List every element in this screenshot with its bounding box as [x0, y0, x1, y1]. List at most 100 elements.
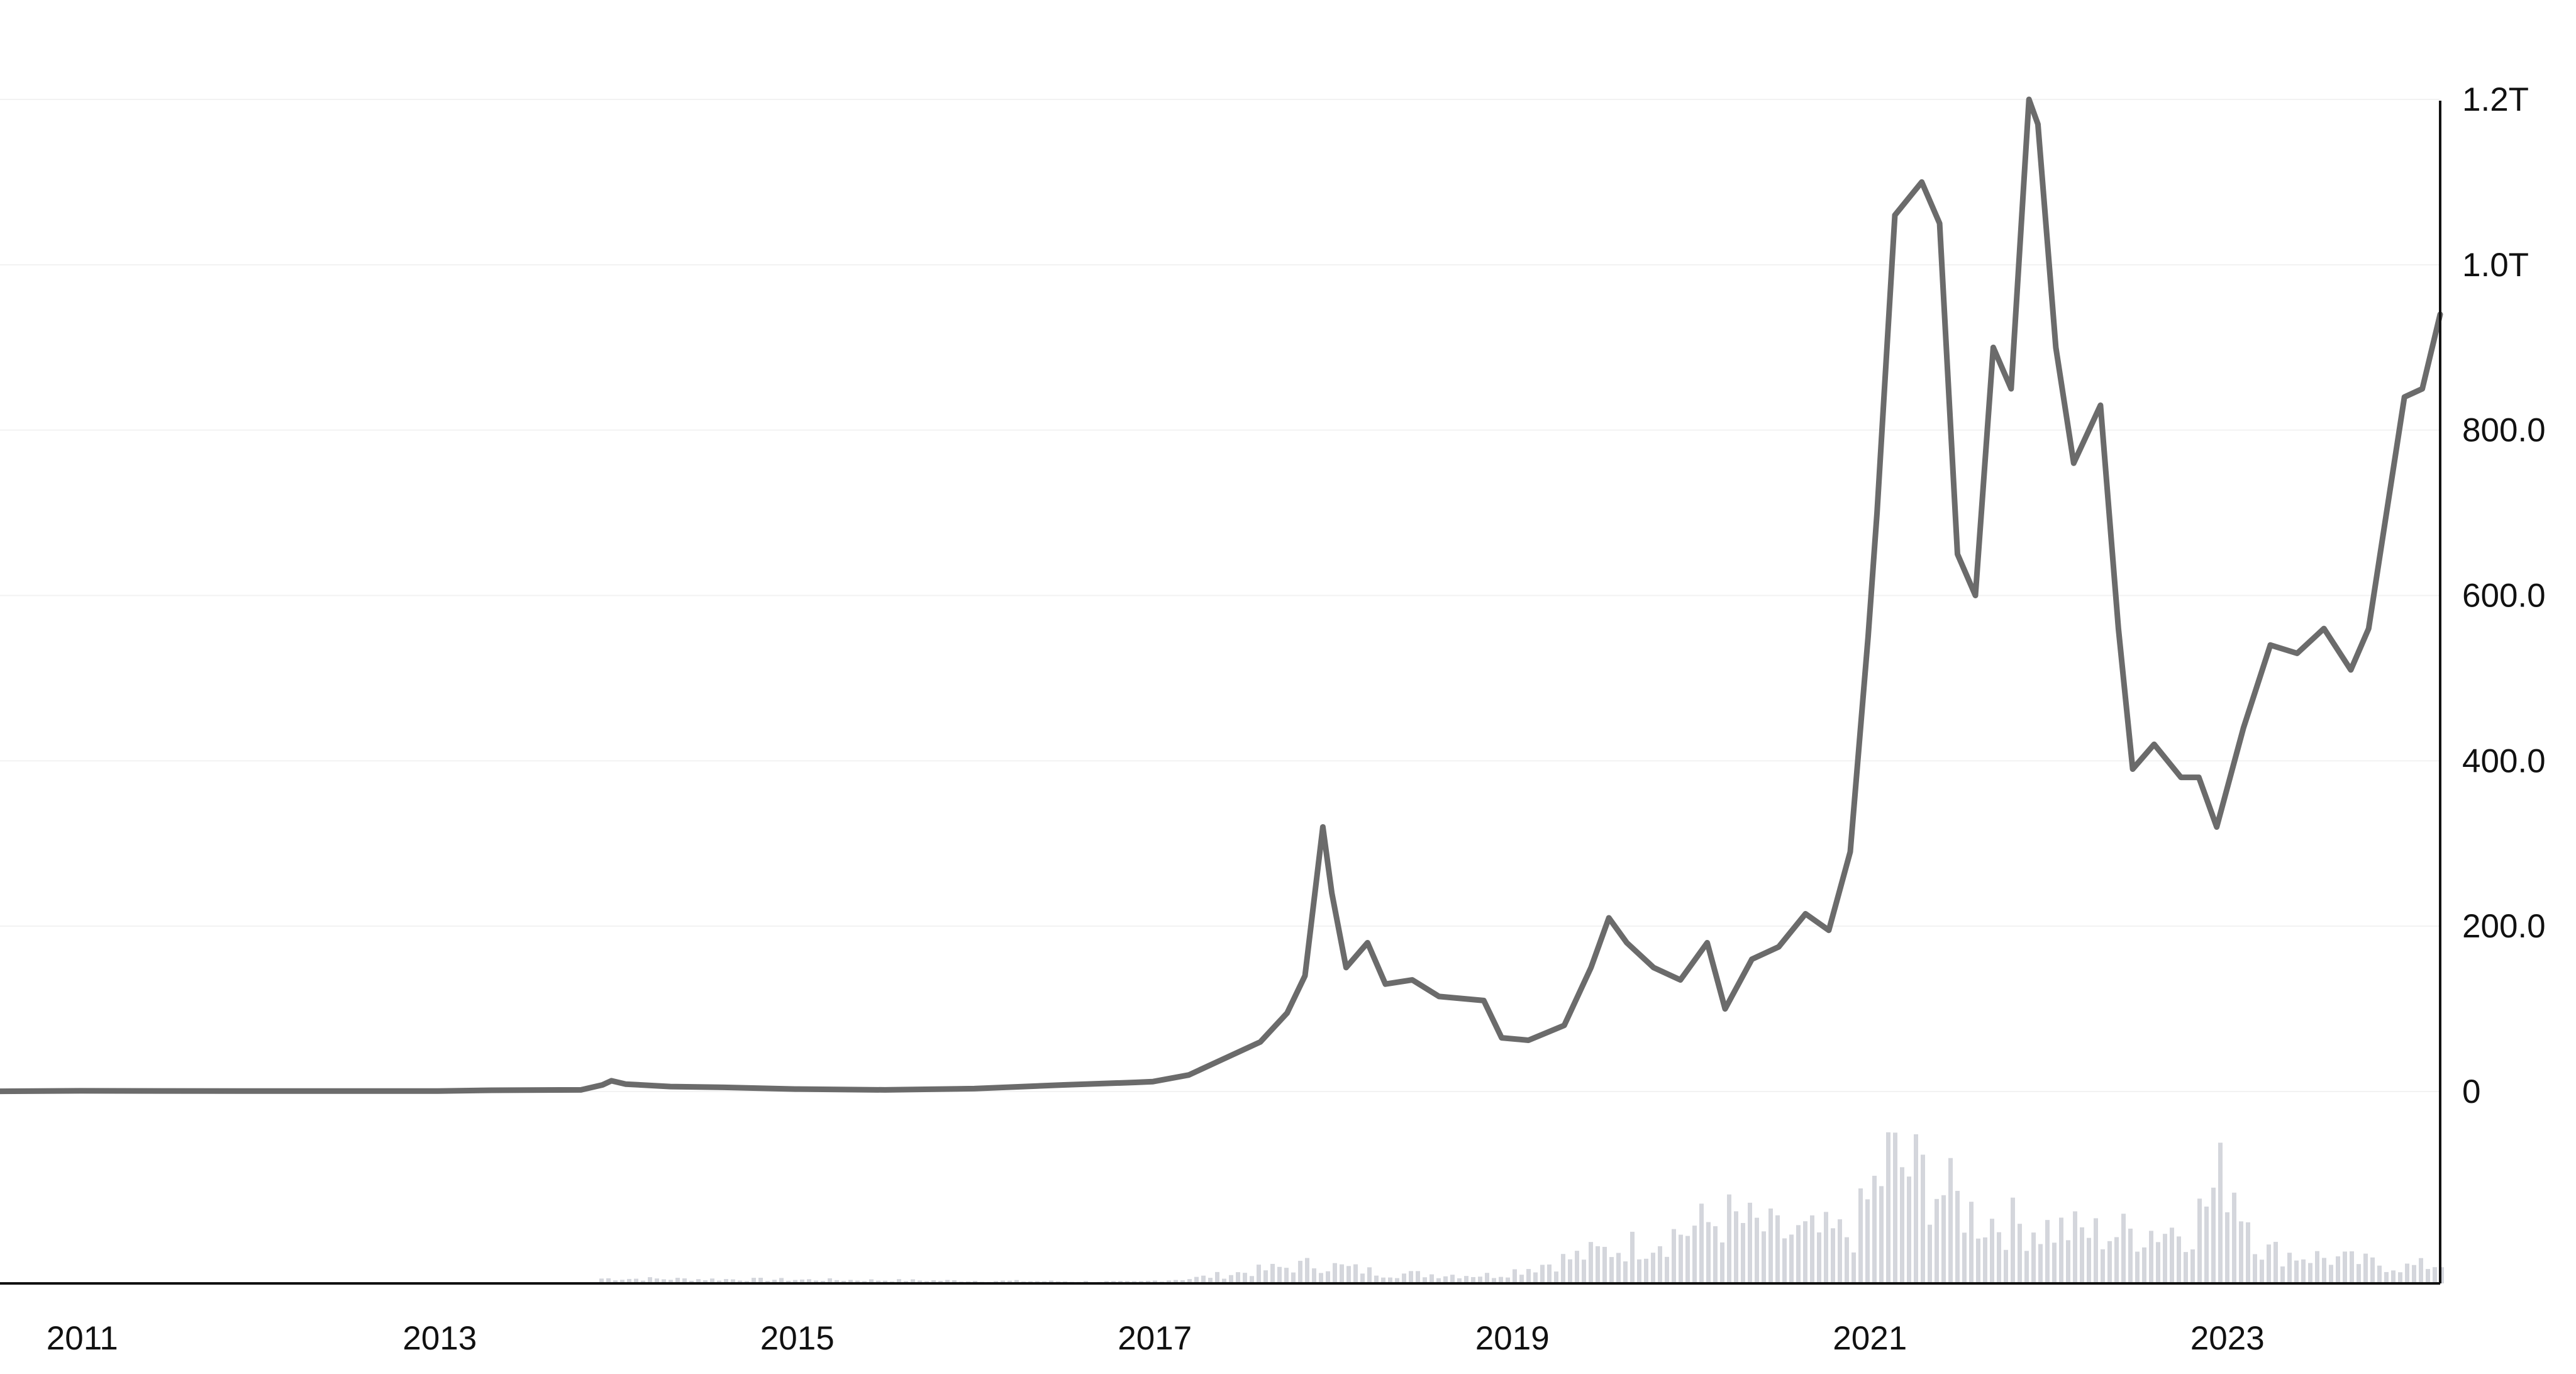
volume-bar — [655, 1278, 659, 1283]
volume-bar — [2052, 1243, 2057, 1283]
volume-bar — [1637, 1259, 1641, 1283]
volume-bar — [1713, 1226, 1718, 1283]
volume-bar — [2253, 1254, 2257, 1283]
volume-bar — [1609, 1257, 1614, 1283]
volume-bar — [841, 1280, 846, 1283]
volume-bar — [897, 1279, 901, 1283]
volume-bar — [1519, 1275, 1524, 1283]
volume-bar — [620, 1280, 625, 1283]
volume-bar — [855, 1280, 860, 1283]
volume-bars — [599, 1132, 2444, 1283]
volume-bar — [717, 1280, 721, 1283]
y-tick-label: 400.0 — [2462, 742, 2546, 779]
volume-bar — [1416, 1271, 1420, 1283]
volume-bar — [1796, 1225, 1801, 1283]
volume-bar — [1810, 1215, 1814, 1283]
volume-bar — [689, 1280, 694, 1283]
volume-bar — [1644, 1258, 1648, 1283]
volume-bar — [1865, 1199, 1870, 1283]
volume-bar — [1492, 1278, 1496, 1283]
volume-bar — [2018, 1224, 2022, 1283]
volume-bar — [1014, 1280, 1019, 1283]
volume-bar — [1720, 1242, 1724, 1283]
volume-bar — [1409, 1271, 1413, 1283]
volume-bar — [1852, 1252, 1856, 1283]
volume-bar — [918, 1280, 922, 1283]
volume-bar — [1948, 1158, 1953, 1283]
volume-bar — [2363, 1253, 2368, 1283]
volume-bar — [1914, 1134, 1918, 1283]
volume-bar — [2357, 1264, 2361, 1283]
volume-bar — [1436, 1278, 1441, 1283]
volume-bar — [1962, 1232, 1967, 1283]
volume-bar — [1831, 1228, 1835, 1283]
volume-bar — [2163, 1234, 2167, 1283]
volume-bar — [1547, 1264, 1552, 1283]
volume-bar — [1817, 1232, 1821, 1283]
volume-bar — [1353, 1264, 1358, 1283]
volume-bar — [2080, 1227, 2084, 1283]
volume-bar — [2260, 1260, 2264, 1283]
volume-bar — [2094, 1218, 2098, 1283]
volume-bar — [648, 1277, 652, 1283]
y-axis-tick-labels: 0 200.0 400.0 600.0 800.0 1.0T 1.2T — [2462, 81, 2546, 1110]
volume-bar — [2184, 1252, 2188, 1283]
volume-bar — [2156, 1242, 2160, 1283]
volume-bar — [2177, 1236, 2181, 1283]
volume-bar — [1284, 1268, 1289, 1283]
volume-bar — [1789, 1234, 1794, 1283]
volume-bar — [1222, 1278, 1226, 1283]
volume-bar — [1457, 1278, 1462, 1283]
volume-bar — [1582, 1260, 1586, 1283]
volume-bar — [696, 1279, 701, 1283]
volume-bar — [2398, 1272, 2402, 1283]
volume-bar — [1243, 1273, 1247, 1283]
volume-bar — [1672, 1229, 1676, 1283]
volume-bar — [1526, 1269, 1531, 1283]
volume-bar — [1049, 1280, 1053, 1283]
volume-bar — [752, 1278, 756, 1283]
volume-bar — [793, 1280, 797, 1283]
volume-bar — [1879, 1186, 1884, 1283]
volume-bar — [2350, 1251, 2354, 1283]
volume-bar — [1976, 1238, 1980, 1283]
volume-bar — [2419, 1258, 2423, 1283]
volume-bar — [1886, 1132, 1890, 1283]
volume-bar — [2426, 1269, 2430, 1283]
volume-bar — [2322, 1258, 2326, 1283]
volume-bar — [2149, 1231, 2153, 1283]
x-tick-label: 2011 — [47, 1320, 118, 1357]
volume-bar — [869, 1279, 874, 1283]
volume-bar — [1762, 1231, 1766, 1283]
volume-bar — [1263, 1270, 1268, 1283]
volume-bar — [1430, 1274, 1434, 1283]
volume-bar — [2190, 1249, 2195, 1283]
volume-bar — [2273, 1241, 2278, 1283]
volume-bar — [2377, 1265, 2382, 1283]
y-tick-label: 200.0 — [2462, 908, 2546, 945]
volume-bar — [1291, 1272, 1296, 1283]
volume-bar — [1506, 1277, 1510, 1283]
volume-bar — [1194, 1276, 1199, 1283]
volume-bar — [814, 1280, 818, 1283]
y-tick-label: 1.2T — [2462, 81, 2529, 118]
volume-bar — [2239, 1221, 2243, 1283]
x-tick-label: 2019 — [1475, 1320, 1550, 1357]
volume-bar — [1340, 1264, 1344, 1283]
volume-bar — [1146, 1280, 1150, 1283]
volume-bar — [1561, 1254, 1565, 1283]
volume-bar — [1180, 1280, 1185, 1283]
volume-bar — [1333, 1263, 1337, 1283]
volume-bar — [2336, 1256, 2340, 1283]
volume-bar — [1423, 1277, 1427, 1283]
volume-bar — [938, 1280, 943, 1283]
volume-bar — [1540, 1265, 1545, 1283]
volume-bar — [835, 1280, 839, 1283]
volume-bar — [2038, 1244, 2043, 1283]
volume-bar — [1651, 1253, 1655, 1283]
volume-bar — [2135, 1251, 2140, 1283]
volume-bar — [1208, 1278, 1213, 1283]
volume-bar — [2232, 1192, 2236, 1283]
